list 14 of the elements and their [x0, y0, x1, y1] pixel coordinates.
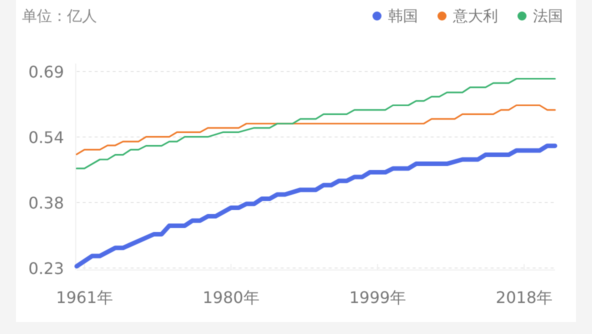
x-tick-label: 1980年	[202, 288, 260, 307]
legend-label: 意大利	[452, 7, 498, 25]
y-tick-label: 0.69	[28, 62, 64, 82]
legend-label: 韩国	[388, 7, 418, 25]
y-axis-title: 单位：亿人	[22, 7, 97, 25]
x-tick-label: 1999年	[349, 288, 406, 307]
y-tick-label: 0.54	[28, 128, 64, 147]
legend-label: 法国	[533, 7, 563, 25]
line-series	[76, 78, 556, 170]
y-tick-label: 0.23	[28, 259, 64, 278]
y-tick-label: 0.38	[28, 194, 64, 213]
x-tick-label: 1961年	[56, 288, 113, 307]
x-tick-label: 2018年	[496, 288, 552, 307]
line-series	[76, 104, 556, 156]
